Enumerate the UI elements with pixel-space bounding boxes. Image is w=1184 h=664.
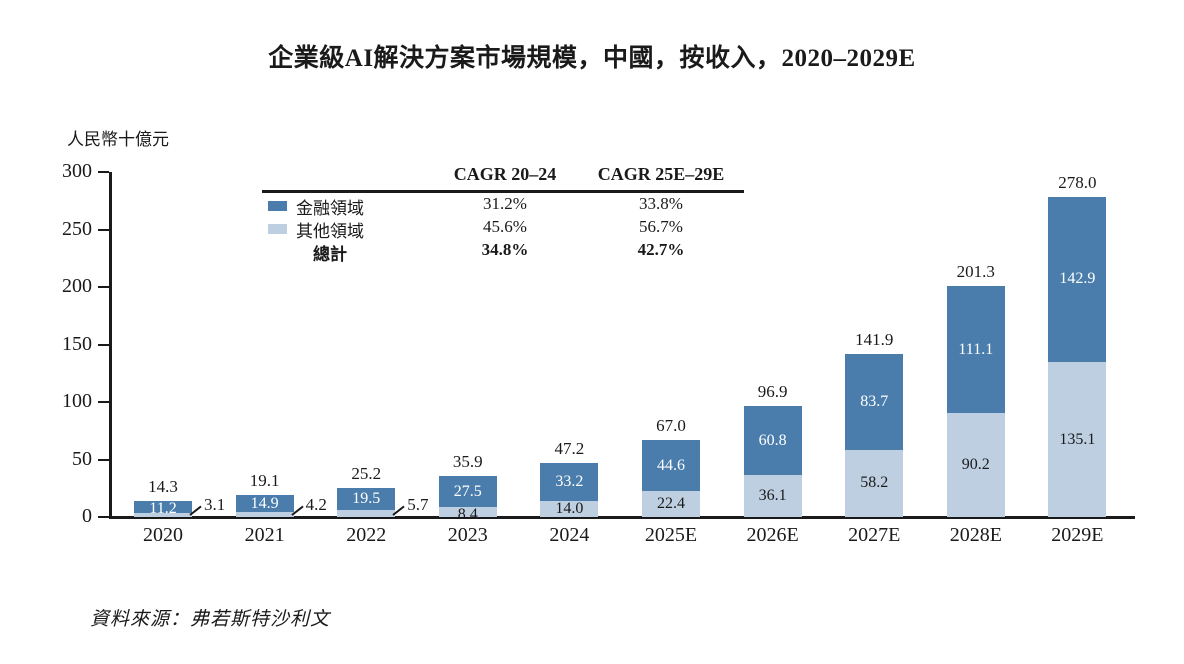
bar-total-label: 25.2 (351, 464, 382, 484)
x-category-label: 2021 (244, 524, 285, 546)
bar-value-finance: 33.2 (555, 472, 584, 490)
bar-value-others-outside: 5.7 (407, 495, 429, 514)
y-tick (98, 171, 109, 173)
y-axis-unit-label: 人民幣十億元 (67, 130, 169, 149)
y-tick-label: 100 (62, 390, 92, 412)
bar-segment-finance (946, 285, 1005, 414)
bar-total-label: 67.0 (656, 415, 686, 435)
x-category-label: 2026E (746, 524, 799, 546)
bar-segment-finance (642, 439, 700, 492)
x-category-label: 2024 (549, 524, 590, 546)
x-category-label: 2029E (1051, 524, 1104, 546)
x-category-label: 2020 (143, 524, 183, 546)
legend-cagr-value: 56.7% (639, 217, 683, 236)
bar-segment-others (845, 450, 904, 517)
bar-total-label: 47.2 (554, 438, 585, 458)
others-swatch-icon (268, 224, 287, 234)
bar-segment-others (438, 507, 497, 517)
bar-value-others: 36.1 (758, 487, 787, 505)
legend-row-label: 金融領域 (296, 199, 364, 218)
x-category-label: 2023 (447, 524, 488, 546)
bar-value-others: 90.2 (961, 456, 990, 474)
bar-total-label: 201.3 (956, 261, 995, 281)
y-tick-label: 150 (62, 332, 92, 355)
bar-segment-others (134, 513, 192, 517)
legend-cagr-value: 42.7% (637, 240, 685, 259)
bar-segment-others (642, 491, 700, 517)
legend-col-header-cagr-20-24: CAGR 20–24 (453, 164, 557, 184)
legend-col-header-cagr-25e-29e: CAGR 25E–29E (597, 164, 725, 184)
legend-row-others: 其他領域 45.6% 56.7% (262, 217, 744, 241)
legend-row-label: 總計 (313, 245, 347, 264)
bar-value-finance: 60.8 (758, 431, 787, 449)
legend-row-label: 其他領域 (296, 222, 364, 241)
bar-total-label: 35.9 (452, 451, 483, 471)
y-tick-label: 50 (72, 447, 92, 470)
y-tick (98, 516, 109, 518)
legend-row-finance: 金融領域 31.2% 33.8% (262, 194, 744, 218)
bar-segment-finance (235, 495, 294, 513)
bar-value-others-outside: 4.2 (305, 495, 327, 514)
bar-segment-finance (845, 353, 904, 451)
bar-total-label: 19.1 (249, 471, 280, 491)
bar-segment-others (540, 500, 599, 517)
bar-value-finance: 19.5 (352, 490, 381, 508)
bar-segment-others (235, 512, 294, 517)
y-axis-line (109, 172, 112, 517)
y-tick (98, 286, 109, 288)
x-category-label: 2025E (644, 524, 698, 546)
bar-segment-others (1048, 361, 1107, 517)
bar-value-finance: 83.7 (860, 392, 889, 410)
bar-value-others: 8.4 (457, 506, 478, 524)
legend-divider-line (262, 190, 744, 193)
y-tick-label: 250 (62, 217, 92, 240)
y-tick-label: 300 (62, 160, 92, 182)
bar-value-finance: 44.6 (657, 456, 685, 474)
y-tick-label: 0 (82, 505, 92, 527)
bar-segment-finance (743, 405, 802, 476)
legend-table: CAGR 20–24 CAGR 25E–29E 金融領域 31.2% 33.8% 其他… (262, 164, 744, 268)
legend-row-total: 總計 34.8% 42.7% (262, 240, 744, 264)
bar-segment-others (743, 475, 802, 517)
bar-segment-others (337, 510, 396, 517)
bar-value-finance: 11.2 (149, 499, 177, 517)
x-category-label: 2027E (848, 524, 901, 546)
y-tick (98, 343, 109, 346)
x-category-label: 2028E (949, 524, 1002, 546)
bar-segment-finance (1048, 197, 1107, 362)
legend-cagr-value: 33.8% (639, 194, 683, 213)
bar-value-others: 135.1 (1059, 430, 1096, 448)
y-tick (98, 458, 109, 461)
bar-value-others: 58.2 (860, 474, 889, 492)
finance-swatch-icon (268, 201, 287, 211)
chart-title: 企業級AI解決方案市場規模，中國，按收入，2020–2029E (268, 45, 916, 72)
bar-value-finance: 27.5 (453, 482, 482, 500)
x-category-label: 2022 (346, 524, 387, 546)
bar-segment-others (946, 413, 1005, 517)
source-note: 資料來源：弗若斯特沙利文 (90, 609, 331, 630)
y-tick (98, 401, 109, 403)
bar-segment-finance (134, 500, 192, 514)
bar-segment-finance (337, 488, 396, 511)
bar-value-others: 22.4 (657, 495, 685, 513)
bar-segment-finance (438, 475, 497, 508)
legend-cagr-value: 45.6% (483, 217, 527, 236)
bar-total-label: 278.0 (1058, 173, 1097, 193)
bar-value-finance: 142.9 (1059, 270, 1096, 288)
bar-total-label: 96.9 (757, 381, 788, 401)
bar-total-label: 14.3 (148, 476, 178, 496)
bar-segment-finance (540, 462, 599, 501)
bar-value-finance: 14.9 (250, 495, 279, 513)
legend-cagr-value: 31.2% (483, 194, 527, 213)
bar-total-label: 141.9 (855, 329, 894, 349)
bar-value-others: 14.0 (555, 499, 584, 517)
y-tick-label: 200 (62, 275, 92, 297)
bar-value-finance: 111.1 (958, 340, 994, 358)
x-axis-line (109, 516, 1135, 519)
legend-cagr-value: 34.8% (481, 240, 529, 259)
bar-value-others-outside: 3.1 (204, 495, 226, 514)
y-tick (98, 228, 109, 231)
